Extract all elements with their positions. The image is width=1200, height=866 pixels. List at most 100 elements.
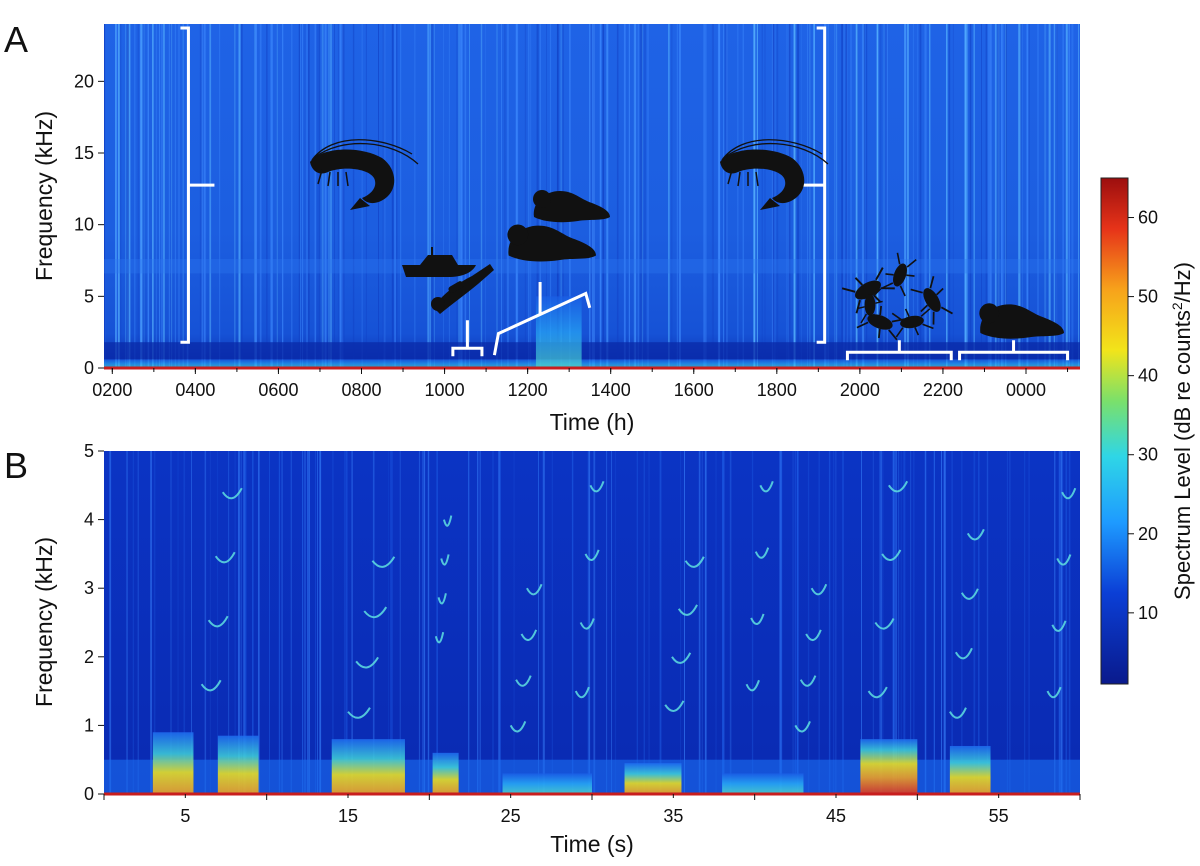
spectrogram-streak bbox=[951, 451, 953, 794]
spectrogram-streak bbox=[422, 451, 424, 794]
spectrogram-streak bbox=[209, 24, 212, 368]
spectrogram-streak bbox=[850, 24, 852, 368]
x-tick-label: 0800 bbox=[341, 380, 381, 400]
spectrogram-streak bbox=[105, 24, 106, 368]
spectrogram-streak bbox=[143, 24, 145, 368]
spectrogram-streak bbox=[372, 451, 375, 794]
x-tick-label: 1600 bbox=[674, 380, 714, 400]
y-tick-label: 5 bbox=[84, 441, 94, 461]
spectrogram-streak bbox=[809, 24, 811, 368]
spectrogram-streak bbox=[414, 24, 416, 368]
panel-b-y-axis-title: Frequency (kHz) bbox=[31, 537, 57, 707]
invertebrate-icon bbox=[882, 252, 917, 297]
vocal-call-trace bbox=[750, 613, 765, 625]
seal-icon bbox=[533, 190, 610, 223]
energy-band bbox=[331, 739, 405, 794]
spectrogram-streak bbox=[861, 24, 864, 368]
spectrogram-streak bbox=[538, 451, 539, 794]
annotation-bracket bbox=[451, 320, 484, 357]
spectrogram-streak bbox=[304, 451, 306, 794]
spectrogram-streak bbox=[628, 24, 630, 368]
spectrogram-streak bbox=[1078, 24, 1080, 368]
spectrogram-streak bbox=[698, 451, 701, 794]
spectrogram-streak bbox=[835, 24, 837, 368]
panel-letter-b: B bbox=[4, 445, 28, 486]
annotation-bracket bbox=[845, 340, 953, 361]
spectrogram-streak bbox=[933, 451, 935, 794]
x-tick-label: 25 bbox=[501, 806, 521, 826]
spectrogram-streak bbox=[636, 451, 638, 794]
spectrogram-streak bbox=[1062, 451, 1064, 794]
spectrogram-streak bbox=[883, 24, 885, 368]
spectrogram-streak bbox=[1005, 24, 1007, 368]
spectrogram-streak bbox=[780, 451, 783, 794]
vocal-call-trace bbox=[200, 679, 222, 692]
vocal-call-trace bbox=[1051, 620, 1067, 632]
spectrogram-streak bbox=[240, 451, 242, 794]
spectrogram-streak bbox=[872, 451, 874, 794]
spectrogram-streak bbox=[204, 451, 207, 794]
colorbar-tick-label: 40 bbox=[1138, 366, 1158, 386]
spectrogram-streak bbox=[464, 24, 467, 368]
panel-b-x-axis: 5 15 25 35 45 55 bbox=[103, 794, 1081, 826]
spectrogram-streak bbox=[880, 451, 882, 794]
spectrogram-streak bbox=[571, 451, 574, 794]
spectrogram-streak bbox=[611, 451, 612, 794]
spectrogram-streak bbox=[432, 24, 434, 368]
spectrogram-streak bbox=[606, 24, 609, 368]
spectrogram-streak bbox=[300, 24, 301, 368]
spectrogram-streak bbox=[391, 451, 393, 794]
y-tick-label: 10 bbox=[74, 215, 94, 235]
spectrogram-streak bbox=[140, 24, 141, 368]
spectrogram-streak bbox=[997, 24, 1000, 368]
spectrogram-streak bbox=[1024, 451, 1026, 794]
spectrogram-streak bbox=[328, 24, 330, 368]
spectrogram-streak bbox=[1044, 24, 1047, 368]
vocal-call-trace bbox=[515, 675, 532, 687]
spectrogram-streak bbox=[252, 451, 254, 794]
colorbar-ticks: 10 20 30 40 50 60 bbox=[1128, 208, 1158, 623]
annotation-bracket bbox=[180, 26, 215, 344]
spectrogram-streak bbox=[898, 451, 900, 794]
vocal-call-trace bbox=[526, 583, 543, 596]
spectrogram-streak bbox=[718, 24, 721, 368]
spectrogram-streak bbox=[606, 24, 608, 368]
spectrogram-streak bbox=[1019, 24, 1022, 368]
vocal-call-trace bbox=[574, 686, 590, 699]
vocal-call-trace bbox=[888, 480, 909, 493]
spectrogram-streak bbox=[529, 24, 532, 368]
spectrogram-streak bbox=[676, 24, 678, 368]
panel-a-annotations bbox=[180, 26, 1070, 361]
spectrogram-streak bbox=[879, 451, 881, 794]
spectrogram-streak bbox=[171, 24, 173, 368]
spectrogram-streak bbox=[668, 24, 670, 368]
spectrogram-streak bbox=[241, 24, 243, 368]
spectrogram-streak bbox=[724, 451, 725, 794]
spectrogram-streak bbox=[845, 24, 848, 368]
spectrogram-streak bbox=[593, 451, 596, 794]
spectrogram-streak bbox=[118, 24, 120, 368]
spectrogram-streak bbox=[174, 24, 176, 368]
spectrogram-streak bbox=[137, 24, 139, 368]
spectrogram-streak bbox=[307, 451, 309, 794]
spectrogram-streak bbox=[701, 451, 703, 794]
vocal-call-trace bbox=[214, 551, 236, 564]
spectrogram-streak bbox=[912, 24, 914, 368]
vocal-call-trace bbox=[371, 556, 396, 568]
spectrogram-streak bbox=[427, 24, 429, 368]
panel-letter-a: A bbox=[4, 19, 28, 60]
invertebrate-icon bbox=[891, 308, 934, 338]
spectrogram-streak bbox=[841, 24, 844, 368]
vocal-call-trace bbox=[347, 707, 371, 719]
spectrogram-streak bbox=[780, 451, 782, 794]
spectrogram-streak bbox=[587, 451, 589, 794]
spectrogram-streak bbox=[711, 24, 714, 368]
panel-a-energy-bands bbox=[104, 296, 1080, 368]
spectrogram-streak bbox=[994, 24, 997, 368]
y-tick-label: 0 bbox=[84, 358, 94, 378]
spectrogram-streak bbox=[907, 24, 909, 368]
spectrogram-streak bbox=[259, 24, 262, 368]
spectrogram-streak bbox=[456, 24, 458, 368]
x-tick-label: 1800 bbox=[757, 380, 797, 400]
spectrogram-streak bbox=[990, 24, 991, 368]
